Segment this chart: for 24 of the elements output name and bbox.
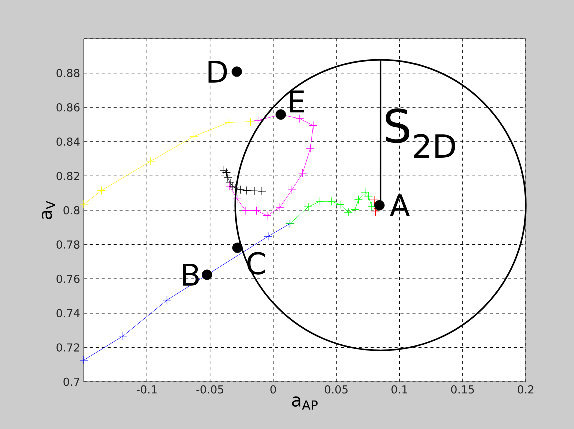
x-tick-label: 0: [270, 386, 276, 394]
x-axis-title: a$_{AP}$: [292, 396, 318, 410]
y-tick-label: 0.78: [56, 240, 80, 249]
annotation: B: [183, 264, 199, 286]
x-tick-label: -0.1: [136, 386, 157, 394]
y-tick-label: 0.86: [56, 103, 80, 112]
y-tick-label: 0.72: [56, 344, 80, 352]
y-axis-title: a$_{V}$: [42, 201, 56, 220]
y-tick-label: 0.74: [56, 309, 80, 318]
y-tick-label: 0.88: [56, 69, 80, 78]
y-tick-label: 0.7: [64, 378, 80, 386]
annotation: S$_{2D}$: [386, 108, 456, 158]
annotation: E: [290, 90, 304, 113]
y-tick-label: 0.76: [56, 274, 80, 284]
x-tick-label: -0.05: [196, 386, 224, 394]
x-tick-label: 0.05: [325, 386, 348, 394]
y-tick-label: 0.8: [64, 206, 80, 215]
x-tick-label: 0.15: [451, 386, 474, 394]
annotation: A: [390, 194, 410, 216]
y-tick-label: 0.84: [56, 138, 80, 146]
y-tick-label: 0.82: [56, 172, 80, 180]
annotation: D: [208, 61, 228, 83]
x-tick-label: 0.2: [518, 386, 534, 394]
x-tick-label: 0.1: [392, 386, 408, 394]
